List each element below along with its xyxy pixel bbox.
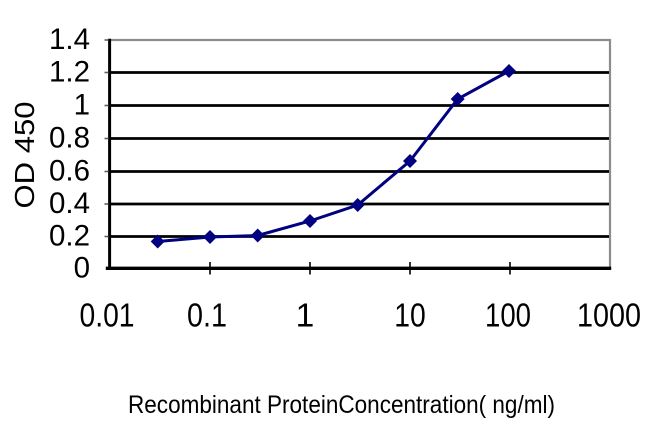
svg-text:1.4: 1.4 (49, 23, 90, 56)
svg-text:1.2: 1.2 (49, 56, 90, 89)
svg-text:1000: 1000 (577, 298, 641, 335)
svg-text:0.1: 0.1 (187, 298, 227, 335)
svg-text:1: 1 (74, 89, 90, 122)
svg-text:10: 10 (394, 298, 426, 335)
svg-text:Recombinant ProteinConcentrati: Recombinant ProteinConcentration( ng/ml) (128, 391, 555, 419)
svg-text:0.8: 0.8 (49, 122, 90, 155)
svg-text:0.6: 0.6 (49, 155, 90, 188)
svg-text:0.01: 0.01 (80, 298, 135, 335)
svg-text:100: 100 (485, 298, 531, 335)
svg-text:0.2: 0.2 (49, 220, 90, 253)
svg-text:0: 0 (74, 251, 90, 284)
svg-text:1: 1 (296, 298, 315, 335)
svg-text:0.4: 0.4 (49, 187, 90, 220)
svg-text:OD 450: OD 450 (9, 102, 40, 209)
